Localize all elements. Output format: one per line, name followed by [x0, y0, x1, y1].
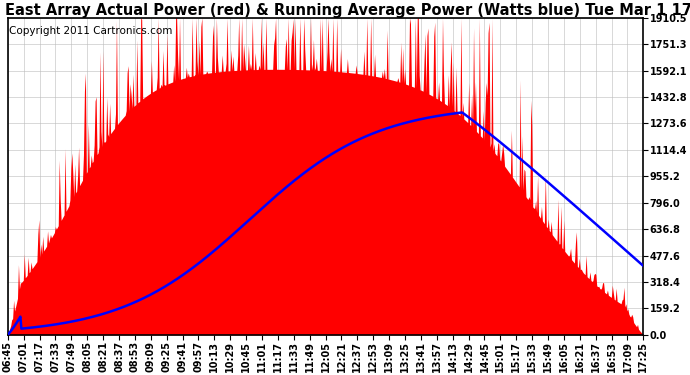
Text: Copyright 2011 Cartronics.com: Copyright 2011 Cartronics.com [9, 26, 172, 36]
Text: East Array Actual Power (red) & Running Average Power (Watts blue) Tue Mar 1 17:: East Array Actual Power (red) & Running … [5, 3, 690, 18]
